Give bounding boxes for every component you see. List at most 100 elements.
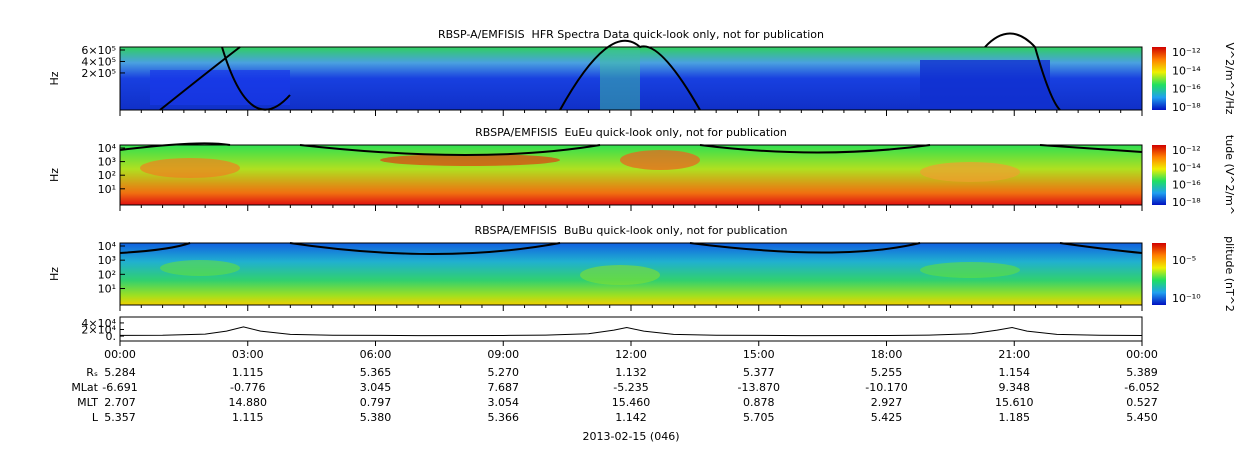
spectrogram-texture: [380, 154, 560, 166]
ephemeris-value: 14.880: [229, 396, 268, 409]
spectrogram-texture: [160, 260, 240, 276]
ephemeris-value: 2.927: [871, 396, 903, 409]
x-tick-label: 06:00: [360, 348, 392, 361]
colorbar-tick-label: 10⁻⁵: [1172, 254, 1196, 267]
ephemeris-value: 5.705: [743, 411, 775, 424]
ephemeris-value: 9.348: [999, 381, 1031, 394]
y-axis-label: Hz: [48, 71, 61, 85]
colorbar-label: tude (V^2/m^: [1223, 135, 1236, 215]
x-tick-label: 00:00: [1126, 348, 1158, 361]
ephemeris-value: 15.460: [612, 396, 651, 409]
row-label: Rₛ: [86, 366, 98, 379]
colorbar-tick-label: 10⁻¹⁴: [1172, 64, 1201, 77]
ephemeris-value: 5.380: [360, 411, 392, 424]
spectrogram-texture: [140, 158, 240, 178]
ephemeris-value: 7.687: [488, 381, 520, 394]
x-tick-label: 03:00: [232, 348, 264, 361]
panel-title: RBSP-A/EMFISIS HFR Spectra Data quick-lo…: [438, 28, 824, 41]
y-tick-label: 4×10⁴: [81, 317, 116, 330]
date-label: 2013-02-15 (046): [582, 430, 679, 443]
ephemeris-value: 5.425: [871, 411, 903, 424]
colorbar-tick-label: 10⁻¹²: [1172, 144, 1201, 157]
ephemeris-value: 5.357: [104, 411, 136, 424]
ephemeris-value: 15.610: [995, 396, 1034, 409]
ephemeris-value: 1.185: [999, 411, 1031, 424]
ephemeris-value: 1.154: [999, 366, 1031, 379]
y-axis-label: Hz: [48, 168, 61, 182]
spectrogram-texture: [600, 50, 640, 110]
panel-title: RBSPA/EMFISIS BuBu quick-look only, not …: [475, 224, 788, 237]
y-tick-label: 10³: [98, 254, 116, 267]
colorbar: [1152, 145, 1166, 205]
spectrogram-images: [119, 32, 1166, 342]
ephemeris-value: 5.389: [1126, 366, 1158, 379]
colorbar: [1152, 47, 1166, 110]
y-tick-label: 4×10⁵: [81, 55, 116, 68]
ephemeris-value: 1.115: [232, 411, 264, 424]
colorbar-label: plitude (nT^2: [1223, 236, 1236, 312]
y-tick-label: 10³: [98, 156, 116, 169]
y-tick-label: 2×10⁴: [81, 323, 116, 336]
x-tick-label: 18:00: [871, 348, 903, 361]
row-label: L: [92, 411, 99, 424]
ephemeris-value: 5.284: [104, 366, 136, 379]
ephemeris-value: -6.691: [102, 381, 137, 394]
colorbar-tick-label: 10⁻¹⁶: [1172, 83, 1201, 96]
ephemeris-value: 0.797: [360, 396, 392, 409]
x-tick-label: 09:00: [487, 348, 519, 361]
spectrogram-texture: [920, 162, 1020, 182]
y-axis-label: Hz: [48, 267, 61, 281]
colorbar-tick-label: 10⁻¹⁰: [1172, 292, 1201, 305]
colorbar-tick-label: 10⁻¹⁶: [1172, 179, 1201, 192]
y-tick-label: 2×10⁵: [81, 67, 116, 80]
ephemeris-value: 3.045: [360, 381, 392, 394]
row-label: MLT: [77, 396, 98, 409]
ephemeris-value: -5.235: [613, 381, 648, 394]
y-tick-label: 10¹: [98, 283, 116, 296]
ephemeris-value: 5.270: [488, 366, 520, 379]
ephemeris-value: 5.255: [871, 366, 903, 379]
y-tick-label: 6×10⁵: [81, 44, 116, 57]
ephemeris-value: 3.054: [488, 396, 520, 409]
colorbar: [1152, 243, 1166, 305]
y-tick-label: 0.: [106, 330, 117, 343]
x-tick-label: 21:00: [998, 348, 1030, 361]
ephemeris-value: 0.527: [1126, 396, 1158, 409]
plasma-line: [119, 242, 1143, 255]
row-label: MLat: [71, 381, 98, 394]
ephemeris-value: 1.132: [615, 366, 647, 379]
colorbar-tick-label: 10⁻¹⁴: [1172, 161, 1201, 174]
y-tick-label: 10⁴: [98, 142, 117, 155]
ephemeris-value: -0.776: [230, 381, 265, 394]
spectrogram-texture: [920, 60, 1050, 108]
orbit-line: [119, 326, 1143, 337]
x-tick-label: 15:00: [743, 348, 775, 361]
ephemeris-value: 0.878: [743, 396, 775, 409]
spectrogram-texture: [150, 70, 290, 105]
ephemeris-value: 1.142: [615, 411, 647, 424]
y-tick-label: 10²: [98, 268, 116, 281]
ephemeris-value: 5.366: [488, 411, 520, 424]
panel-title: RBSPA/EMFISIS EuEu quick-look only, not …: [475, 126, 787, 139]
y-tick-label: 10⁴: [98, 240, 117, 253]
ephemeris-value: -13.870: [738, 381, 780, 394]
colorbar-tick-label: 10⁻¹²: [1172, 46, 1201, 59]
x-tick-label: 00:00: [104, 348, 136, 361]
colorbar-label: V^2/m^2/Hz: [1223, 42, 1236, 114]
ephemeris-value: 2.707: [104, 396, 136, 409]
ephemeris-value: 5.365: [360, 366, 392, 379]
ephemeris-value: 1.115: [232, 366, 264, 379]
spectrogram-texture: [920, 262, 1020, 278]
x-tick-label: 12:00: [615, 348, 647, 361]
spectrogram-texture: [620, 150, 700, 170]
ephemeris-value: 5.377: [743, 366, 775, 379]
ephemeris-value: -6.052: [1124, 381, 1159, 394]
y-tick-label: 10²: [98, 169, 116, 182]
y-tick-label: 10¹: [98, 183, 116, 196]
ephemeris-value: 5.450: [1126, 411, 1158, 424]
colorbar-tick-label: 10⁻¹⁸: [1172, 101, 1201, 114]
plasma-line: [119, 142, 1143, 156]
spectrogram-texture: [580, 265, 660, 285]
ephemeris-value: -10.170: [865, 381, 907, 394]
